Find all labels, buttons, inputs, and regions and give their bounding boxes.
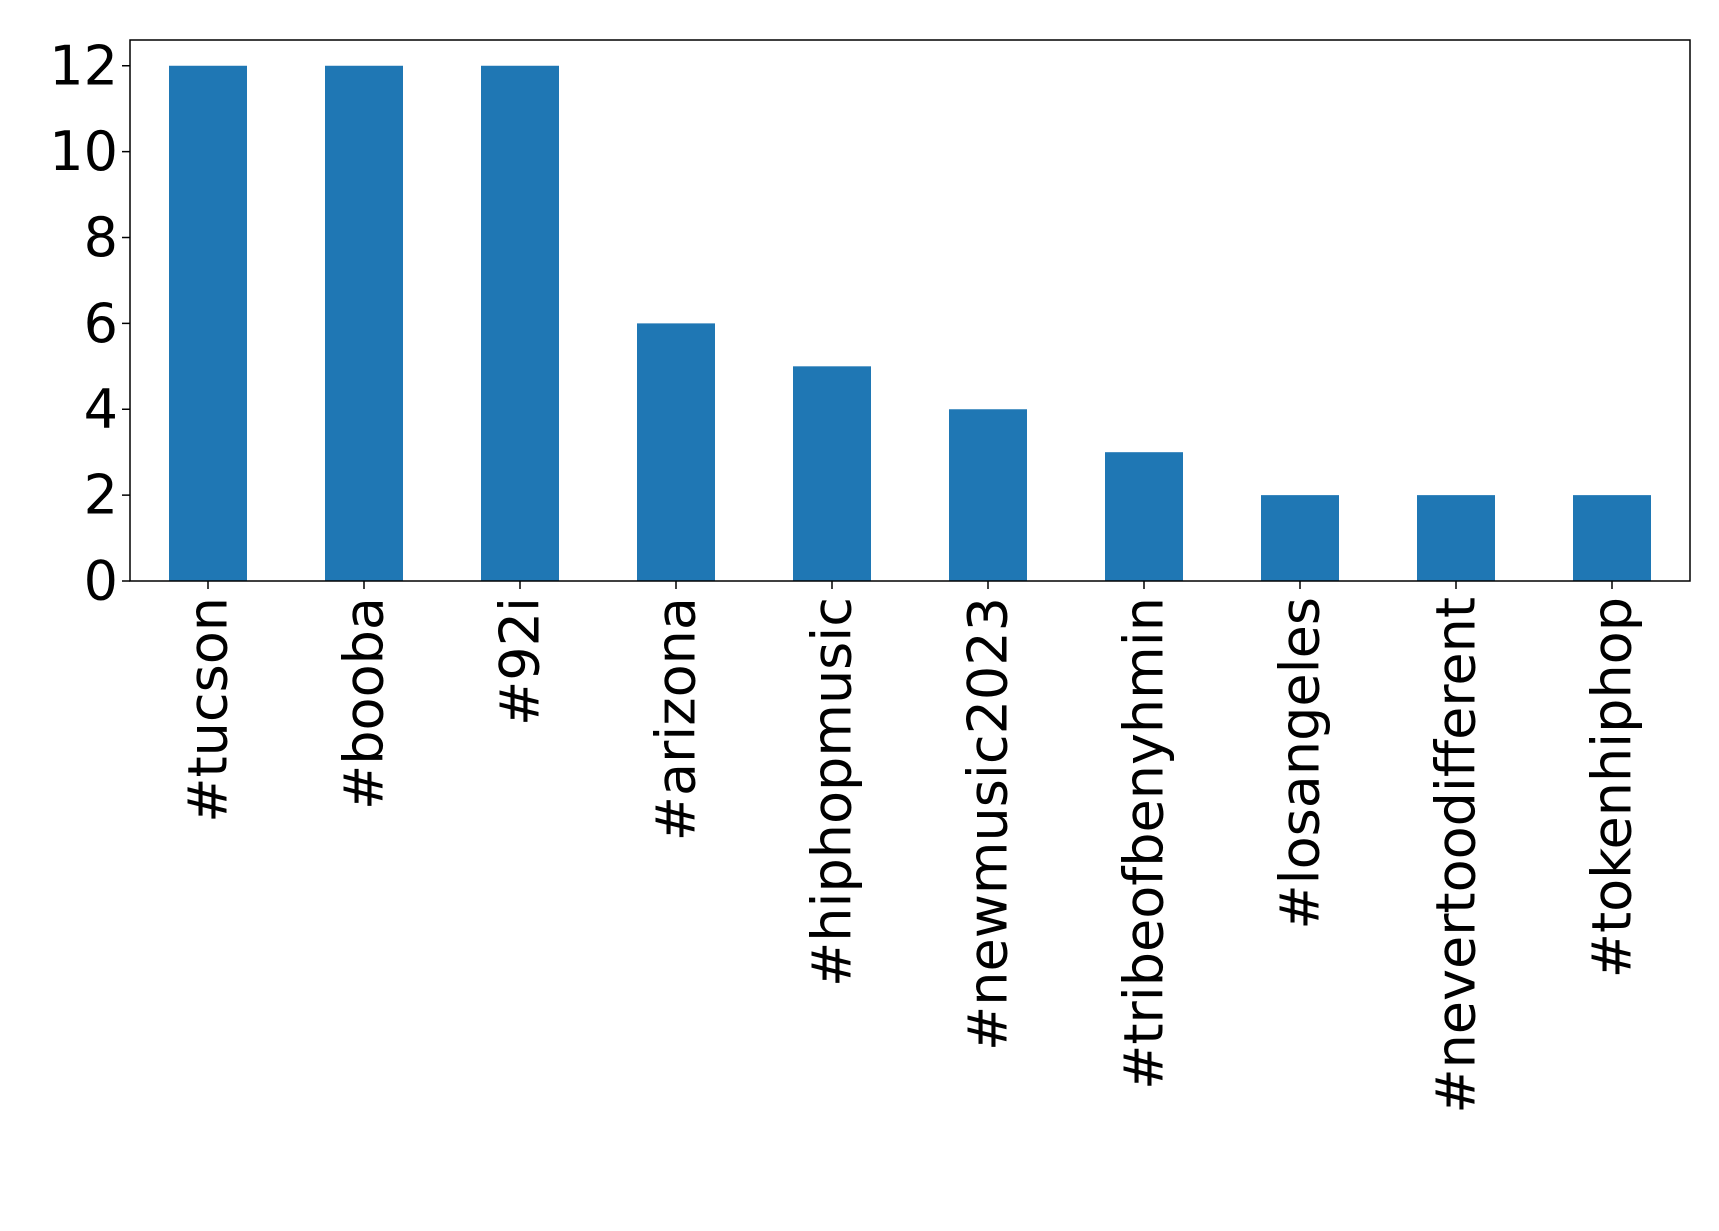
bar-tribeofbenyhmin [1105,452,1183,581]
y-axis: 0 2 4 6 8 10 12 [49,34,130,613]
x-tick-label-tokenhiphop: #tokenhiphop [1581,597,1644,978]
bar-booba [325,65,403,581]
plot-frame [129,39,1691,582]
bar-newmusic2023 [949,409,1027,581]
y-tick-label: 12 [49,34,118,97]
bar-tokenhiphop [1573,495,1651,581]
y-tick-label: 2 [84,464,118,527]
x-tick-label-arizona: #arizona [645,597,708,841]
x-tick-label-losangeles: #losangeles [1269,597,1332,930]
bar-92i [481,65,559,581]
y-tick-label: 8 [84,206,118,269]
x-tick-label-booba: #booba [333,597,396,810]
y-tick-label: 6 [84,292,118,355]
x-tick-label-tucson: #tucson [177,597,240,823]
y-tick-label: 0 [84,550,118,613]
bar-losangeles [1261,495,1339,581]
bar-tucson [169,65,247,581]
x-tick-label-newmusic2023: #newmusic2023 [957,597,1020,1051]
y-tick-label: 10 [49,120,118,183]
x-axis: #tucson #booba #92i #arizona #hiphopmusic #ne… [177,581,1644,1114]
bar-arizona [637,323,715,581]
x-tick-label-nevertoodifferent: #nevertoodifferent [1425,597,1488,1114]
bar-hiphopmusic [793,366,871,581]
y-tick-label: 4 [84,378,118,441]
bar-nevertoodifferent [1417,495,1495,581]
x-tick-label-92i: #92i [489,597,552,726]
bars-layer [169,65,1651,581]
x-tick-label-tribeofbenyhmin: #tribeofbenyhmin [1113,597,1176,1090]
x-tick-label-hiphopmusic: #hiphopmusic [801,597,864,987]
